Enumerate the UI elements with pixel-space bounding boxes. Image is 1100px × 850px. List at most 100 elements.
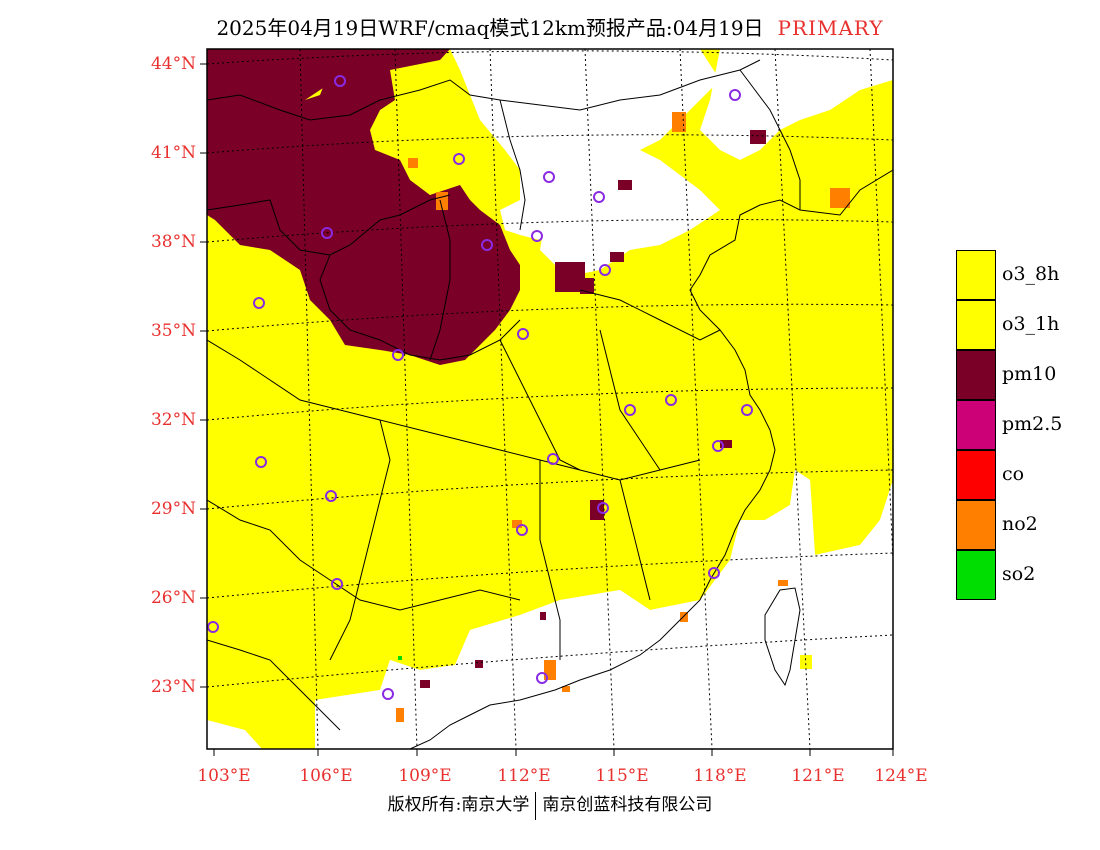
station-marker [325,490,337,502]
legend-item-co: co [956,450,1076,500]
no2-patch-north [672,112,686,132]
station-marker [321,227,333,239]
legend-item-no2: no2 [956,500,1076,550]
legend-item-pm25: pm2.5 [956,400,1076,450]
lon-label-115: 115°E [595,766,649,786]
station-marker [207,621,219,633]
station-marker [729,89,741,101]
lon-label-124: 124°E [874,766,928,786]
clear-region-north [450,49,720,240]
clear-region-north-china [540,140,720,275]
province-7 [539,460,561,660]
legend-swatch-so2 [956,550,996,600]
station-marker [593,191,605,203]
pollutant-fields [207,49,893,749]
station-marker [334,75,346,87]
station-marker [599,264,611,276]
legend-label-pm25: pm2.5 [1002,413,1063,435]
no2-patch-nw [408,158,418,168]
station-marker [253,297,265,309]
lon-label-103: 103°E [197,766,251,786]
lon-grid-115 [584,49,615,749]
province-13 [499,99,526,231]
station-markers [207,75,753,700]
pm10-patch-beijing [618,180,632,190]
legend-item-o3-1h: o3_1h [956,300,1076,350]
legend-label-pm10: pm10 [1002,363,1057,385]
station-marker [597,502,609,514]
primary-tag: PRIMARY [777,16,884,40]
pm10-patch-south [420,680,430,688]
lon-label-121: 121°E [791,766,845,786]
legend-label-co: co [1002,463,1025,485]
lon-grid-118 [679,49,713,749]
clear-region-northeast [700,49,893,160]
legend-item-o3-8h: o3_8h [956,250,1076,300]
station-marker [665,394,677,406]
pm10-patch-jiangxi [590,500,604,520]
legend-label-no2: no2 [1002,513,1038,535]
lon-label-109: 109°E [398,766,452,786]
station-marker [624,404,636,416]
copyright: 版权所有:南京大学 南京创蓝科技有限公司 [0,790,1100,820]
station-marker [331,578,343,590]
legend-item-so2: so2 [956,550,1076,600]
province-12 [207,639,341,731]
legend-label-o3-1h: o3_1h [1002,313,1060,335]
legend-label-o3-8h: o3_8h [1002,263,1060,285]
station-marker [481,239,493,251]
province-6 [499,339,701,481]
legend-swatch-no2 [956,500,996,550]
lat-label-35: 35°N [150,321,196,341]
station-marker [382,688,394,700]
border-north [207,59,761,121]
station-marker [517,328,529,340]
lat-label-32: 32°N [150,410,196,430]
pm10-patch-hebei-2 [580,278,594,294]
province-14 [739,69,801,210]
province-11 [207,499,521,611]
copyright-right: 南京创蓝科技有限公司 [542,795,713,815]
lat-label-29: 29°N [150,499,196,519]
lon-grid-121 [774,49,811,749]
so2-patch [398,656,402,660]
legend-item-pm10: pm10 [956,350,1076,400]
legend-swatch-co [956,450,996,500]
lon-label-106: 106°E [299,766,353,786]
axis-ticks [200,63,894,756]
legend-swatch-pm10 [956,350,996,400]
map-title: 2025年04月19日WRF/cmaq模式12km预报产品:04月19日 PRIM… [0,12,1100,41]
province-8 [619,479,651,601]
legend-swatch-pm25 [956,400,996,450]
lat-label-38: 38°N [150,232,196,252]
station-marker [547,453,559,465]
lon-grid-124 [869,49,893,561]
map-frame [206,48,894,750]
lat-label-41: 41°N [150,143,196,163]
lon-grid-106 [299,49,319,749]
lat-label-26: 26°N [150,588,196,608]
clear-region-south [315,470,893,749]
station-marker [543,171,555,183]
o3-patch-taiwan [800,655,812,669]
station-marker [392,349,404,361]
no2-patch-fujian [680,612,688,622]
station-marker [531,230,543,242]
pm10-field-northwest-main [207,49,520,365]
lat-label-44: 44°N [150,54,196,74]
province-2 [319,254,521,361]
lat-grid-26 [207,552,893,599]
pm10-patch-south-3 [540,612,546,620]
station-marker [453,153,465,165]
legend-swatch-o3-8h [956,250,996,300]
province-10 [599,329,661,471]
lat-label-23: 23°N [150,677,196,697]
station-marker [741,404,753,416]
province-5 [329,419,391,661]
station-marker [516,524,528,536]
station-marker [536,672,548,684]
title-text: 2025年04月19日WRF/cmaq模式12km预报产品:04月19日 [216,16,764,40]
province-9 [579,289,721,341]
graticule [207,49,893,749]
